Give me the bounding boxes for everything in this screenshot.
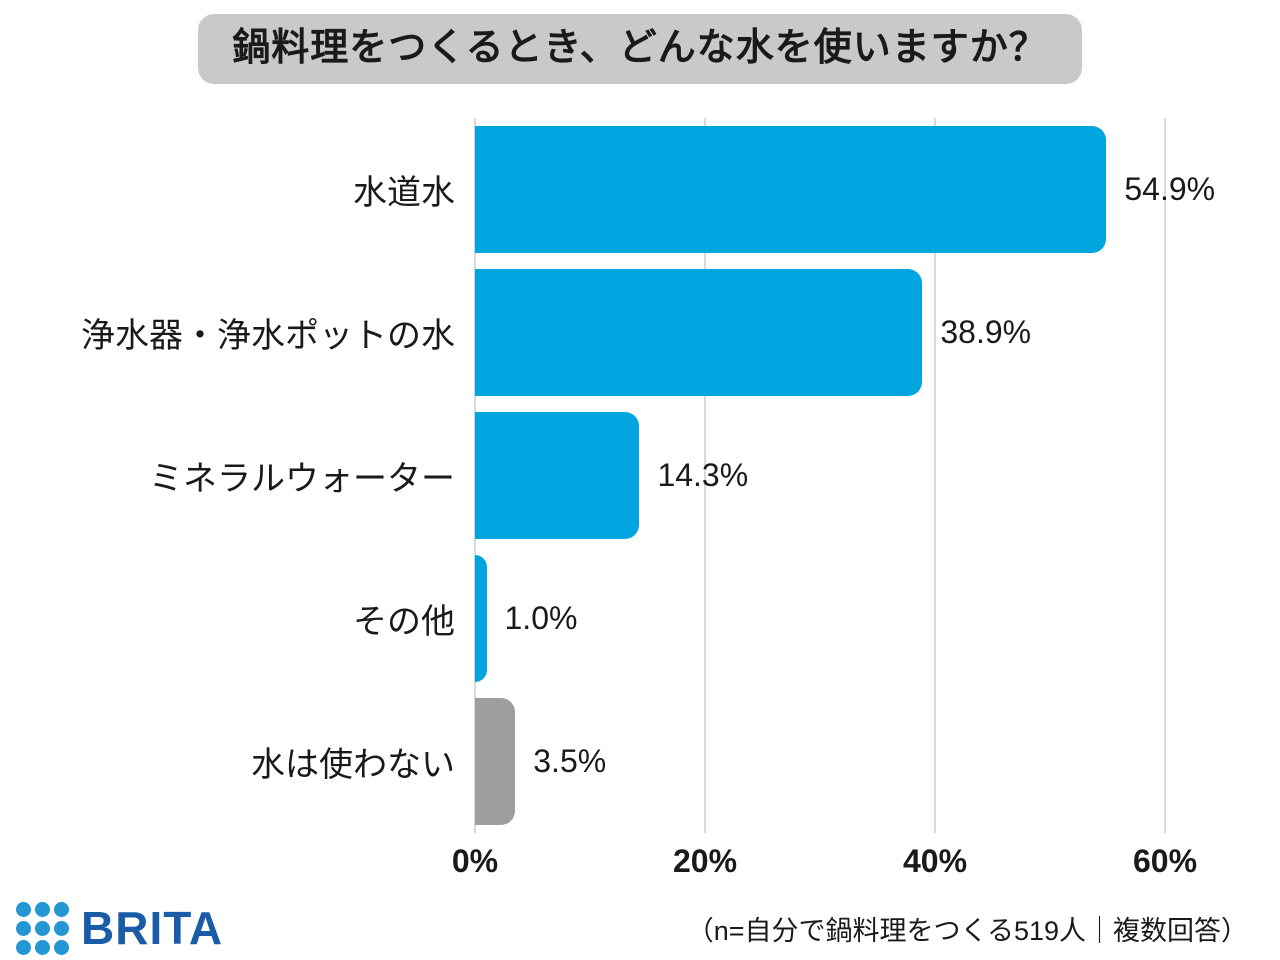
gridline: [704, 118, 706, 833]
logo-dot: [35, 939, 50, 955]
bar: [475, 555, 487, 682]
logo-dot: [16, 901, 31, 917]
value-label: 38.9%: [940, 314, 1032, 350]
bar-area: 54.9%: [475, 118, 1215, 261]
logo-dot: [54, 901, 69, 917]
bar-area: 38.9%: [475, 261, 1165, 404]
category-label: 水道水: [353, 174, 455, 212]
logo-dot: [54, 920, 69, 936]
gridline: [934, 118, 936, 833]
logo-dot: [35, 901, 50, 917]
chart-row: 浄水器・浄水ポットの水 38.9%: [0, 261, 1280, 404]
value-label: 14.3%: [657, 457, 749, 493]
bar-area: 3.5%: [475, 690, 1165, 833]
logo-dot: [54, 939, 69, 955]
chart-title-text: 鍋料理をつくるとき、どんな水を使いますか？: [232, 27, 1048, 69]
logo-dot: [35, 920, 50, 936]
x-tick-label: 60%: [1132, 843, 1198, 879]
chart-rows: 水道水 54.9% 浄水器・浄水ポットの水 38.9% ミネラルウォーター 14.3% その…: [0, 118, 1280, 833]
footer: BRITA （n=自分で鍋料理をつくる519人｜複数回答）: [0, 896, 1280, 960]
x-tick-label: 0%: [451, 843, 499, 879]
chart-row: 水道水 54.9%: [0, 118, 1280, 261]
logo-dot: [16, 939, 31, 955]
chart-row: ミネラルウォーター 14.3%: [0, 404, 1280, 547]
brita-dots-icon: [16, 901, 69, 955]
value-label: 3.5%: [533, 743, 607, 779]
category-label: その他: [353, 603, 455, 641]
gridline: [1164, 118, 1166, 833]
bar-chart: 水道水 54.9% 浄水器・浄水ポットの水 38.9% ミネラルウォーター 14.3% その…: [0, 118, 1280, 888]
category-label: ミネラルウォーター: [149, 460, 455, 498]
bar: [475, 269, 923, 396]
logo-dot: [16, 920, 31, 936]
title-bar: 鍋料理をつくるとき、どんな水を使いますか？: [0, 14, 1280, 84]
sample-note: （n=自分で鍋料理をつくる519人｜複数回答）: [686, 915, 1248, 946]
bar: [475, 126, 1107, 253]
category-label: 水は使わない: [251, 746, 455, 784]
chart-row: その他 1.0%: [0, 547, 1280, 690]
brita-logo: BRITA: [16, 901, 224, 955]
x-tick-label: 40%: [902, 843, 968, 879]
chart-title: 鍋料理をつくるとき、どんな水を使いますか？: [198, 14, 1082, 84]
x-axis: 0% 20% 40% 60%: [452, 843, 1197, 887]
chart-row: 水は使わない 3.5%: [0, 690, 1280, 833]
bar-area: 1.0%: [475, 547, 1165, 690]
value-label: 54.9%: [1124, 171, 1216, 207]
bar-area: 14.3%: [475, 404, 1165, 547]
brand-wordmark: BRITA: [81, 902, 224, 954]
x-tick-label: 20%: [672, 843, 738, 879]
bar: [475, 412, 640, 539]
value-label: 1.0%: [504, 600, 578, 636]
bar: [475, 698, 516, 825]
category-label: 浄水器・浄水ポットの水: [81, 317, 455, 355]
